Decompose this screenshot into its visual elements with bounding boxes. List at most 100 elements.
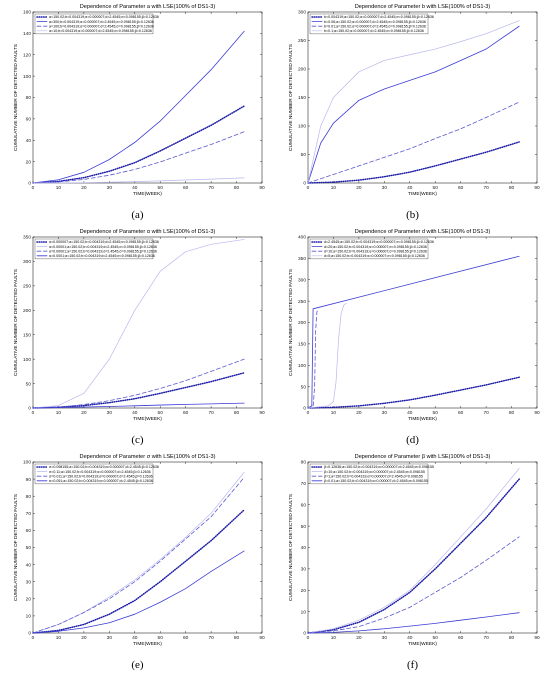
x-tick-label: 0 bbox=[307, 635, 310, 641]
y-axis-label: CUMULATIVE NUMBER OF DETECTED FAULTS bbox=[13, 494, 19, 601]
series-line-4 bbox=[308, 21, 519, 183]
x-tick-label: 90 bbox=[259, 185, 265, 191]
subfigure-label: (a) bbox=[0, 209, 275, 221]
legend: a=150.02;b=0.004319;α=0.000007;d=2.4545;… bbox=[35, 14, 159, 34]
x-tick-label: 90 bbox=[259, 410, 265, 416]
x-tick-label: 40 bbox=[132, 635, 138, 641]
series-line-1 bbox=[308, 142, 519, 183]
legend: α=0.000007;a=150.02;b=0.004319;d=2.4545;… bbox=[35, 239, 159, 259]
x-tick-label: 50 bbox=[158, 185, 164, 191]
x-tick-label: 0 bbox=[32, 410, 35, 416]
x-tick-label: 90 bbox=[534, 185, 540, 191]
chart-title: Dependence of Parameter β with LSE(100% … bbox=[355, 454, 491, 460]
x-tick-label: 20 bbox=[81, 185, 87, 191]
x-tick-label: 80 bbox=[234, 635, 240, 641]
y-tick-label: 100 bbox=[298, 363, 306, 369]
x-axis-label: TIME(WEEK) bbox=[133, 191, 162, 197]
y-tick-label: 150 bbox=[298, 95, 306, 101]
y-tick-label: 400 bbox=[298, 235, 306, 241]
y-tick-label: 0 bbox=[28, 406, 31, 412]
x-tick-label: 90 bbox=[259, 635, 265, 641]
legend-entry: a=10;b=0.004319;α=0.000007;d=2.4545;σ=0.… bbox=[49, 29, 152, 33]
x-tick-label: 20 bbox=[356, 410, 362, 416]
y-tick-label: 50 bbox=[26, 545, 32, 551]
chart-panel-1: Dependence of Parameter a with LSE(100% … bbox=[0, 0, 275, 225]
x-tick-label: 70 bbox=[208, 635, 214, 641]
y-tick-label: 50 bbox=[26, 381, 32, 387]
y-axis-label: CUMULATIVE NUMBER OF DETECTED FAULTS bbox=[288, 494, 294, 601]
series-line-4 bbox=[308, 303, 346, 408]
subfigure-label: (f) bbox=[275, 659, 550, 671]
y-tick-label: 20 bbox=[26, 597, 32, 603]
y-tick-label: 100 bbox=[23, 460, 31, 466]
y-tick-label: 350 bbox=[23, 235, 31, 241]
x-tick-label: 80 bbox=[509, 635, 515, 641]
x-tick-label: 80 bbox=[234, 185, 240, 191]
chart-panel-6: Dependence of Parameter β with LSE(100% … bbox=[275, 450, 550, 675]
chart-panel-2: Dependence of Parameter b with LSE(100% … bbox=[275, 0, 550, 225]
x-tick-label: 60 bbox=[183, 410, 189, 416]
x-tick-label: 60 bbox=[183, 635, 189, 641]
x-tick-label: 80 bbox=[509, 410, 515, 416]
series-line-3 bbox=[308, 537, 519, 633]
series-line-1 bbox=[33, 106, 244, 183]
chart-title: Dependence of Parameter d with LSE(100% … bbox=[355, 229, 491, 235]
x-tick-label: 90 bbox=[534, 410, 540, 416]
x-tick-label: 60 bbox=[458, 410, 464, 416]
legend-entry: α=0.00001;a=150.02;b=0.004319;d=2.4545;σ… bbox=[49, 249, 157, 253]
legend: b=0.004319;a=150.02;α=0.000007;d=2.4545;… bbox=[310, 14, 434, 34]
x-tick-label: 50 bbox=[158, 410, 164, 416]
x-tick-label: 40 bbox=[407, 410, 413, 416]
y-tick-label: 10 bbox=[26, 614, 32, 620]
y-tick-label: 300 bbox=[23, 259, 31, 265]
y-tick-label: 150 bbox=[298, 342, 306, 348]
legend-entry: d=20;a=150.02;b=0.004319;α=0.000007;σ=0.… bbox=[324, 245, 427, 249]
y-tick-label: 30 bbox=[26, 579, 32, 585]
y-tick-label: 40 bbox=[26, 138, 32, 144]
x-tick-label: 60 bbox=[183, 185, 189, 191]
x-tick-label: 0 bbox=[32, 635, 35, 641]
y-tick-label: 90 bbox=[26, 477, 32, 483]
legend-entry: a=100;b=0.004319;α=0.000007;d=2.4545;σ=0… bbox=[49, 24, 154, 28]
series-line-2 bbox=[33, 239, 244, 408]
y-tick-label: 200 bbox=[298, 67, 306, 73]
y-tick-label: 0 bbox=[28, 181, 31, 187]
x-tick-label: 80 bbox=[234, 410, 240, 416]
chart-title: Dependence of Parameter a with LSE(100% … bbox=[80, 4, 216, 10]
x-tick-label: 30 bbox=[382, 185, 388, 191]
y-axis-label: CUMULATIVE NUMBER OF DETECTED FAULTS bbox=[13, 269, 19, 376]
subfigure-label: (e) bbox=[0, 659, 275, 671]
y-tick-label: 0 bbox=[303, 631, 306, 637]
x-tick-label: 50 bbox=[433, 635, 439, 641]
y-tick-label: 250 bbox=[23, 284, 31, 290]
legend-entry: b=0.06;a=150.02;α=0.000007;d=2.4545;σ=0.… bbox=[324, 20, 426, 24]
y-tick-label: 250 bbox=[298, 299, 306, 305]
x-tick-label: 0 bbox=[307, 185, 310, 191]
legend-entry: α=0.000007;a=150.02;b=0.004319;d=2.4545;… bbox=[49, 240, 159, 244]
legend: β=0.12636;a=150.02;b=0.004319;α=0.000007… bbox=[310, 464, 434, 484]
x-tick-label: 10 bbox=[56, 635, 62, 641]
y-tick-label: 300 bbox=[298, 277, 306, 283]
legend-entry: a=300;b=0.004319;α=0.000007;d=2.4545;σ=0… bbox=[49, 20, 154, 24]
x-tick-label: 80 bbox=[509, 185, 515, 191]
x-tick-label: 40 bbox=[132, 185, 138, 191]
y-tick-label: 80 bbox=[301, 460, 307, 466]
y-tick-label: 50 bbox=[301, 384, 307, 390]
y-tick-label: 0 bbox=[303, 181, 306, 187]
x-axis-label: TIME(WEEK) bbox=[408, 416, 437, 422]
chart-svg: Dependence of Parameter β with LSE(100% … bbox=[275, 450, 550, 655]
x-axis-label: TIME(WEEK) bbox=[408, 641, 437, 647]
plot-frame bbox=[33, 12, 262, 183]
series-line-1 bbox=[308, 377, 519, 408]
plot-frame bbox=[33, 237, 262, 408]
legend-entry: β=0.12636;a=150.02;b=0.004319;α=0.000007… bbox=[324, 465, 434, 469]
series-line-1 bbox=[308, 479, 519, 633]
chart-svg: Dependence of Parameter α with LSE(100% … bbox=[0, 225, 275, 430]
x-tick-label: 50 bbox=[158, 635, 164, 641]
x-tick-label: 70 bbox=[483, 410, 489, 416]
y-tick-label: 80 bbox=[26, 494, 32, 500]
x-tick-label: 20 bbox=[356, 635, 362, 641]
x-tick-label: 70 bbox=[483, 185, 489, 191]
series-line-2 bbox=[308, 468, 519, 633]
y-tick-label: 100 bbox=[23, 74, 31, 80]
